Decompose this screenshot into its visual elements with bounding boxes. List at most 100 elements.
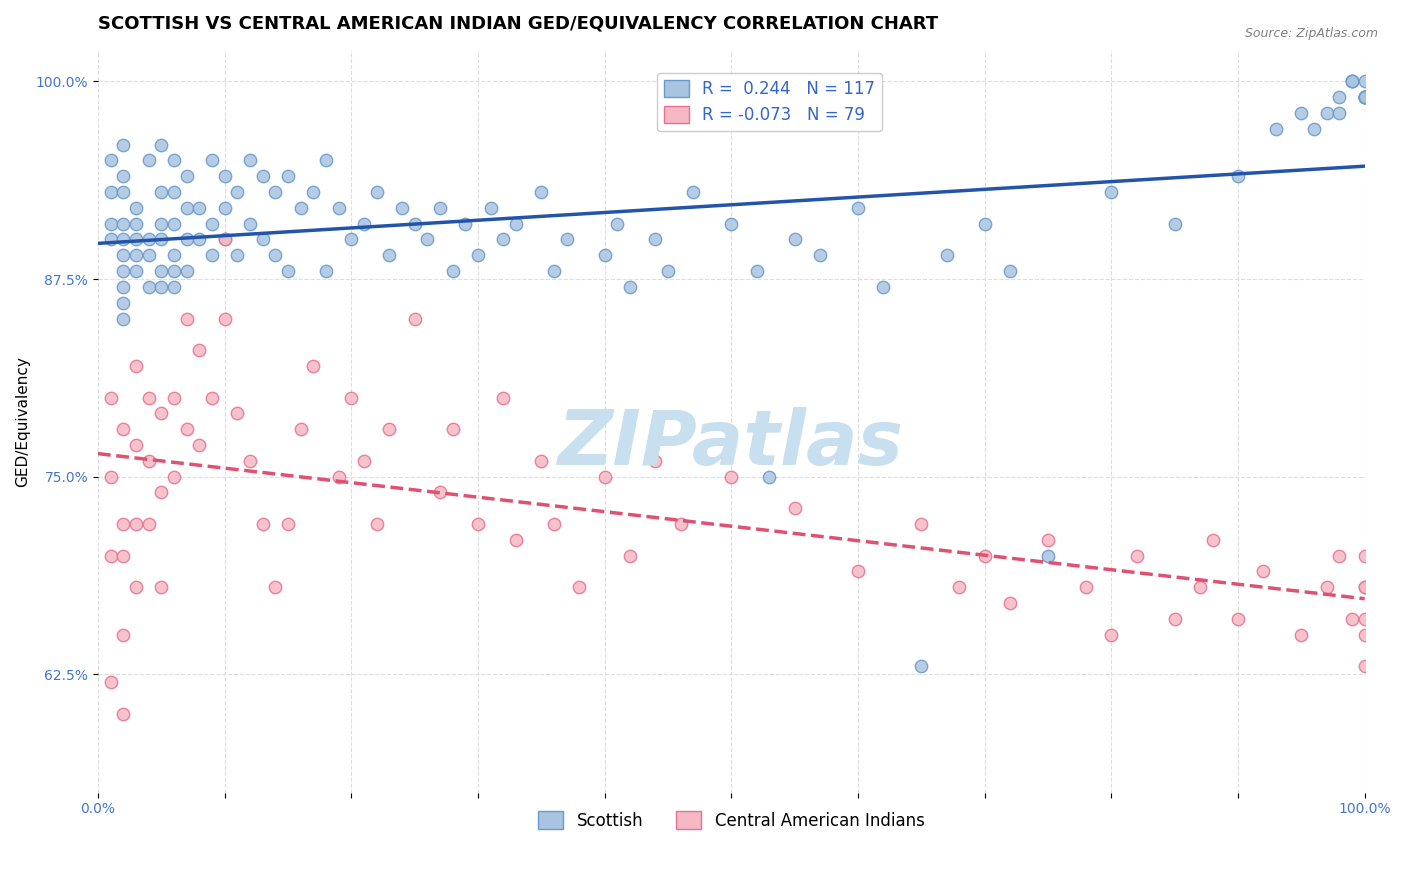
Point: [264, 185, 287, 199]
Point: [366, 516, 388, 531]
Point: [1316, 580, 1339, 594]
Point: [302, 185, 325, 199]
Point: [1316, 106, 1339, 120]
Point: [1341, 74, 1364, 88]
Point: [1227, 612, 1250, 626]
Point: [125, 248, 148, 262]
Point: [1291, 106, 1313, 120]
Point: [910, 516, 932, 531]
Point: [530, 185, 553, 199]
Point: [112, 264, 135, 278]
Point: [492, 391, 515, 405]
Point: [391, 201, 413, 215]
Point: [112, 706, 135, 721]
Point: [1074, 580, 1097, 594]
Point: [100, 232, 122, 246]
Point: [1354, 90, 1376, 104]
Text: SCOTTISH VS CENTRAL AMERICAN INDIAN GED/EQUIVALENCY CORRELATION CHART: SCOTTISH VS CENTRAL AMERICAN INDIAN GED/…: [98, 15, 938, 33]
Point: [467, 248, 489, 262]
Point: [429, 201, 451, 215]
Point: [416, 232, 439, 246]
Point: [1227, 169, 1250, 184]
Point: [112, 169, 135, 184]
Point: [112, 516, 135, 531]
Point: [366, 185, 388, 199]
Point: [264, 580, 287, 594]
Point: [1265, 121, 1288, 136]
Point: [1354, 90, 1376, 104]
Point: [315, 153, 337, 168]
Point: [150, 185, 173, 199]
Point: [935, 248, 957, 262]
Point: [1099, 185, 1122, 199]
Point: [138, 232, 160, 246]
Point: [138, 153, 160, 168]
Point: [1354, 90, 1376, 104]
Point: [328, 201, 350, 215]
Point: [138, 248, 160, 262]
Point: [138, 280, 160, 294]
Point: [163, 280, 186, 294]
Point: [758, 469, 780, 483]
Point: [1354, 580, 1376, 594]
Point: [998, 264, 1021, 278]
Point: [1329, 549, 1351, 563]
Point: [353, 454, 375, 468]
Point: [100, 391, 122, 405]
Point: [783, 232, 806, 246]
Point: [1354, 549, 1376, 563]
Point: [239, 153, 262, 168]
Point: [150, 280, 173, 294]
Point: [1354, 612, 1376, 626]
Point: [277, 169, 299, 184]
Point: [783, 501, 806, 516]
Point: [429, 485, 451, 500]
Point: [1354, 90, 1376, 104]
Point: [125, 580, 148, 594]
Point: [163, 217, 186, 231]
Point: [125, 438, 148, 452]
Point: [1125, 549, 1147, 563]
Point: [505, 217, 527, 231]
Point: [353, 217, 375, 231]
Point: [226, 248, 249, 262]
Point: [593, 248, 616, 262]
Point: [252, 516, 274, 531]
Point: [150, 137, 173, 152]
Point: [441, 422, 464, 436]
Point: [214, 232, 236, 246]
Point: [1036, 533, 1059, 547]
Point: [1341, 74, 1364, 88]
Point: [188, 438, 211, 452]
Point: [1201, 533, 1223, 547]
Point: [290, 201, 312, 215]
Point: [1354, 90, 1376, 104]
Point: [720, 469, 742, 483]
Point: [378, 422, 401, 436]
Point: [188, 343, 211, 358]
Point: [138, 391, 160, 405]
Point: [1188, 580, 1211, 594]
Point: [163, 248, 186, 262]
Point: [1354, 627, 1376, 641]
Point: [125, 359, 148, 373]
Point: [100, 153, 122, 168]
Text: Source: ZipAtlas.com: Source: ZipAtlas.com: [1244, 27, 1378, 40]
Point: [1303, 121, 1326, 136]
Point: [163, 469, 186, 483]
Point: [176, 232, 198, 246]
Point: [176, 264, 198, 278]
Point: [846, 565, 869, 579]
Point: [543, 264, 565, 278]
Point: [176, 201, 198, 215]
Point: [214, 201, 236, 215]
Point: [188, 232, 211, 246]
Point: [100, 549, 122, 563]
Point: [163, 185, 186, 199]
Point: [264, 248, 287, 262]
Point: [163, 391, 186, 405]
Point: [150, 406, 173, 420]
Point: [1354, 74, 1376, 88]
Point: [112, 280, 135, 294]
Point: [1036, 549, 1059, 563]
